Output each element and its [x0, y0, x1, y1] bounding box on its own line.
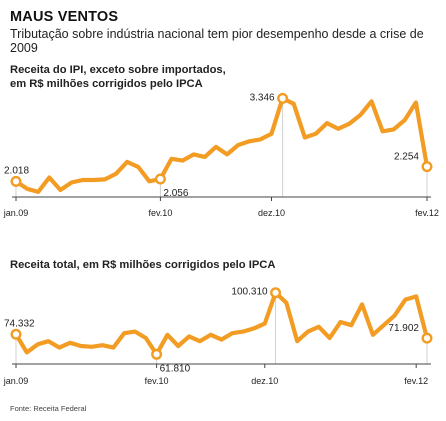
chart-title: MAUS VENTOS	[10, 9, 119, 25]
point-marker	[154, 173, 166, 185]
total-revenue-chart: jan.09 fev.10 dez.10 fev.12 74.332 61.810 100.…	[3, 287, 433, 386]
ipi-revenue-chart: jan.09 fev.10 dez.10 fev.12 2.018 2.056 3.346 2…	[3, 92, 439, 218]
chart-subtitle: Tributação sobre indústria nacional tem …	[10, 27, 424, 55]
point-marker	[277, 92, 289, 104]
point-marker	[10, 175, 22, 187]
data-label: 2.254	[394, 152, 419, 163]
point-marker	[270, 287, 282, 299]
x-tick-label: jan.09	[3, 208, 29, 218]
point-marker	[421, 161, 433, 173]
panel-2-title: Receita total, em R$ milhões corrigidos …	[10, 258, 275, 272]
point-marker	[151, 348, 163, 360]
data-label: 2.018	[4, 165, 29, 176]
x-tick-label: fev.12	[415, 208, 439, 218]
point-marker	[10, 328, 22, 340]
x-tick-label: fev.12	[404, 376, 428, 386]
x-tick-label: dez.10	[258, 208, 285, 218]
data-label: 2.056	[163, 188, 188, 199]
source-note: Fonte: Receita Federal	[10, 404, 87, 413]
x-tick-label: dez.10	[251, 376, 278, 386]
panel-1-title-line-1: Receita do IPI, exceto sobre importados,	[10, 64, 226, 76]
panel-2-title-line-1: Receita total, em R$ milhões corrigidos …	[10, 259, 276, 271]
x-tick-label: fev.10	[145, 376, 169, 386]
point-marker	[421, 332, 433, 344]
series-line	[13, 290, 430, 357]
data-label: 71.902	[388, 323, 419, 334]
data-label: 74.332	[4, 318, 35, 329]
x-tick-label: fev.10	[148, 208, 172, 218]
data-label: 3.346	[250, 92, 275, 103]
series-line	[13, 96, 430, 195]
panel-1-title: Receita do IPI, exceto sobre importados,…	[10, 63, 226, 91]
data-label: 61.810	[160, 363, 191, 374]
panel-1-title-line-2: em R$ milhões corrigidos pelo IPCA	[10, 78, 203, 90]
x-tick-label: jan.09	[3, 376, 29, 386]
data-label: 100.310	[231, 287, 268, 298]
